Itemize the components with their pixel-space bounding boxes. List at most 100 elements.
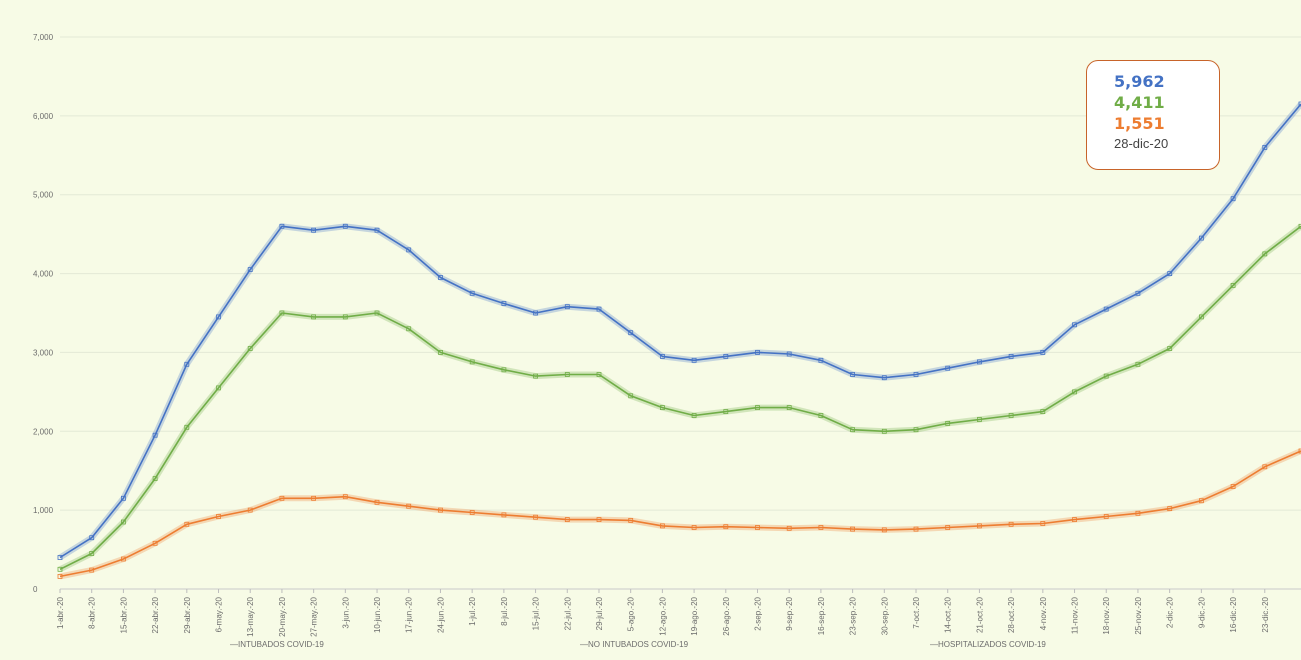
x-tick-label: 24-jun.-20: [436, 596, 445, 633]
series-point: [533, 310, 538, 316]
series-point: [342, 223, 348, 229]
series-point: [1135, 361, 1141, 367]
series-point: [184, 361, 190, 367]
y-tick-label: 1,000: [33, 506, 54, 515]
x-tick-label: 5-ago.-20: [627, 596, 636, 631]
series-point: [818, 413, 824, 418]
series-point: [1103, 306, 1109, 312]
series-point: [1230, 196, 1236, 202]
x-tick-label: 4-nov.-20: [1039, 596, 1048, 630]
y-tick-label: 4,000: [33, 270, 54, 279]
x-tick-label: 22-jul.-20: [563, 596, 572, 630]
series-point: [1199, 235, 1204, 241]
series-point: [913, 372, 919, 377]
series-point: [596, 517, 602, 522]
x-tick-label: 3-jun.-20: [341, 596, 350, 628]
series-point: [723, 353, 729, 359]
series-point: [342, 494, 348, 500]
series-point: [628, 393, 634, 399]
series-point: [786, 405, 792, 411]
series-point: [977, 523, 982, 529]
series-point: [691, 357, 697, 363]
series-point: [1103, 373, 1109, 379]
x-tick-label: 13-may.-20: [246, 596, 255, 636]
y-tick-label: 0: [33, 585, 38, 594]
series-point: [1135, 290, 1141, 296]
y-tick-label: 3,000: [33, 348, 54, 357]
series-point: [152, 540, 158, 546]
x-tick-label: 15-jul.-20: [532, 596, 541, 630]
series-point: [786, 525, 792, 531]
series-point: [89, 535, 95, 541]
series-point: [1008, 413, 1014, 418]
series-point: [533, 373, 538, 379]
series-line-2: [59, 450, 1301, 578]
series-point: [628, 330, 634, 336]
x-tick-label: 26-ago.-20: [722, 596, 731, 635]
series-band-0: [58, 102, 1301, 561]
series-point: [121, 519, 126, 525]
y-tick-label: 7,000: [33, 33, 54, 42]
x-tick-label: 22-abr.-20: [151, 596, 160, 633]
series-point: [152, 432, 158, 438]
y-tick-label: 6,000: [33, 112, 54, 121]
series-point: [1103, 514, 1109, 519]
series-point: [57, 555, 63, 560]
x-tick-label: 1-jul.-20: [468, 596, 477, 625]
y-tick-label: 2,000: [33, 427, 54, 436]
series-point: [723, 409, 729, 415]
series-point: [1298, 223, 1301, 229]
x-tick-label: 8-abr.-20: [88, 596, 97, 629]
series-point: [755, 405, 760, 411]
series-point: [406, 503, 412, 509]
series-point: [596, 306, 602, 312]
series-line-0: [59, 103, 1301, 559]
series-point: [660, 353, 665, 359]
x-tick-label: 19-ago.-20: [690, 596, 699, 635]
series-point: [850, 372, 855, 377]
series-point: [755, 525, 760, 530]
x-tick-label: 23-dic.-20: [1261, 596, 1270, 632]
series-point: [628, 518, 634, 523]
series-point: [881, 527, 887, 533]
series-point: [469, 510, 475, 515]
series-point: [945, 365, 951, 371]
series-point: [723, 524, 729, 530]
x-tick-label: 21-oct.-20: [975, 596, 984, 633]
x-tick-label: 11-nov.-20: [1071, 596, 1080, 634]
series-point: [1230, 484, 1236, 489]
series-point: [311, 495, 317, 501]
series-point: [850, 427, 855, 433]
series-point: [596, 372, 602, 377]
series-point: [1199, 314, 1204, 320]
y-tick-label: 5,000: [33, 191, 54, 200]
series-point: [977, 417, 982, 422]
series-point: [1072, 517, 1077, 522]
series-point: [438, 275, 443, 280]
series-point: [216, 314, 221, 320]
series-point: [89, 567, 95, 573]
series-point: [1040, 521, 1046, 526]
series-point: [311, 227, 317, 233]
x-tick-label: 12-ago.-20: [658, 596, 667, 635]
callout-value-no-intubados: 4,411: [1114, 93, 1165, 112]
x-tick-label: 8-jul.-20: [500, 596, 509, 625]
series-point: [469, 290, 475, 296]
series-point: [1167, 506, 1173, 512]
series-point: [501, 367, 507, 373]
series-point: [786, 351, 792, 357]
series-point: [469, 359, 475, 365]
legend-entry: —HOSPITALIZADOS COVID-19: [930, 640, 1046, 649]
x-tick-label: 16-sep.-20: [817, 596, 826, 635]
series-point: [121, 495, 126, 501]
series-point: [374, 310, 380, 316]
series-point: [279, 223, 285, 229]
x-tick-label: 20-may.-20: [278, 596, 287, 636]
callout-value-hospitalizados: 5,962: [1114, 72, 1165, 91]
series-point: [691, 525, 697, 530]
series-point: [1262, 144, 1268, 150]
series-point: [1008, 521, 1014, 527]
series-point: [913, 526, 919, 532]
x-tick-label: 1-abr.-20: [56, 596, 65, 629]
